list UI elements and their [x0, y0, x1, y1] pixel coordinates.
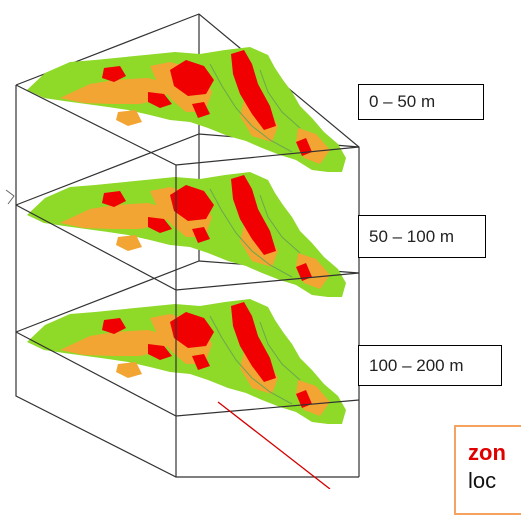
edge-mark: [5, 189, 15, 205]
depth-label-100-200: 100 – 200 m: [358, 345, 502, 386]
box-front-edges: [15, 84, 360, 478]
callout-text: loc: [468, 468, 497, 493]
callout-title: zon: [468, 440, 506, 465]
depth-label-0-50: 0 – 50 m: [358, 84, 484, 120]
callout-box: zon loc: [454, 425, 521, 515]
layered-map-diagram: [5, 13, 360, 489]
depth-label-50-100: 50 – 100 m: [358, 215, 486, 258]
callout-pointer: [217, 401, 331, 489]
